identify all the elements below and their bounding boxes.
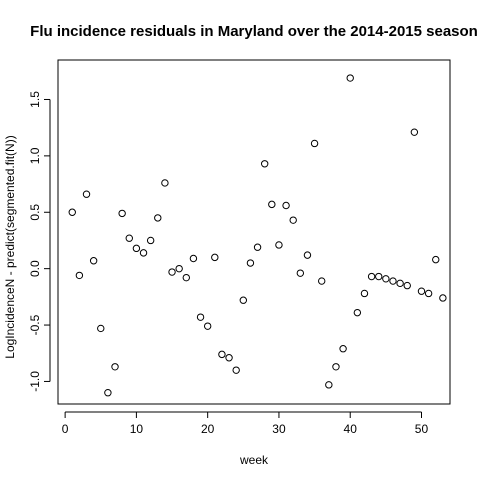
data-point	[111, 363, 119, 371]
y-tick-label: 0.5	[28, 204, 42, 221]
y-tick-label: 1.0	[28, 147, 42, 164]
data-point	[182, 273, 190, 282]
x-axis: 0 10 20 30 40 50	[62, 411, 429, 436]
data-point	[132, 244, 141, 253]
data-point	[396, 279, 404, 288]
x-tick-label: 20	[201, 422, 215, 436]
data-point	[332, 363, 340, 371]
data-point	[225, 354, 233, 362]
data-point	[161, 179, 169, 187]
data-points	[68, 74, 447, 397]
data-point	[268, 200, 276, 209]
data-point	[382, 275, 390, 283]
data-point	[353, 308, 362, 317]
data-point	[360, 289, 369, 298]
data-point	[318, 277, 326, 285]
data-point	[125, 234, 133, 242]
data-point	[275, 241, 283, 249]
data-point	[296, 269, 305, 277]
data-point	[310, 139, 319, 148]
x-tick-label: 30	[272, 422, 286, 436]
data-point	[104, 389, 112, 397]
y-tick-label: -1.0	[28, 371, 42, 392]
data-point	[375, 272, 383, 281]
data-point	[303, 251, 312, 259]
y-tick-label: -0.5	[28, 314, 42, 335]
data-point	[175, 264, 183, 273]
data-point	[325, 381, 333, 389]
data-point	[239, 296, 248, 304]
data-point	[89, 257, 98, 265]
data-point	[203, 322, 212, 330]
data-point	[189, 254, 198, 263]
data-point	[253, 243, 262, 251]
y-tick-label: 1.5	[28, 91, 42, 108]
data-point	[146, 236, 155, 245]
x-tick-label: 50	[415, 422, 429, 436]
y-axis: -1.0 -0.5 0.0 0.5 1.0 1.5	[28, 91, 51, 392]
data-point	[168, 268, 176, 276]
data-point	[410, 128, 419, 136]
y-axis-label: LogIncidenceN - predict(segmented.fit(N)…	[3, 135, 17, 358]
data-point	[367, 272, 376, 281]
data-point	[424, 289, 433, 298]
data-point	[439, 294, 447, 302]
data-point	[154, 214, 162, 222]
x-axis-label: week	[239, 453, 269, 467]
data-point	[417, 287, 426, 295]
data-point	[75, 271, 84, 280]
data-point	[139, 249, 148, 257]
data-point	[389, 277, 397, 285]
x-tick-label: 0	[62, 422, 69, 436]
data-point	[196, 313, 205, 321]
y-tick-label: 0.0	[28, 260, 42, 277]
data-point	[97, 324, 105, 333]
x-tick-label: 40	[344, 422, 358, 436]
data-point	[282, 201, 290, 210]
data-point	[118, 209, 126, 218]
data-point	[218, 350, 226, 359]
data-point	[246, 259, 255, 267]
data-point	[339, 345, 347, 353]
data-point	[346, 74, 354, 82]
data-point	[260, 160, 269, 168]
data-point	[432, 255, 440, 264]
data-point	[68, 208, 76, 216]
data-point	[232, 366, 240, 374]
data-point	[211, 253, 219, 262]
chart-title: Flu incidence residuals in Maryland over…	[30, 23, 478, 40]
data-point	[289, 216, 297, 224]
data-point	[82, 190, 91, 198]
plot-border	[57, 59, 451, 405]
data-point	[403, 281, 411, 290]
x-tick-label: 10	[130, 422, 144, 436]
